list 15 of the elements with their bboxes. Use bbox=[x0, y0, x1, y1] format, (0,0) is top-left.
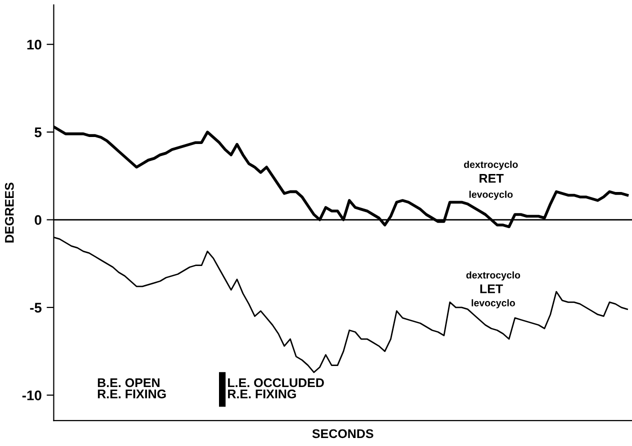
y-tick-label: -5 bbox=[30, 302, 42, 313]
y-tick-label: 0 bbox=[34, 215, 42, 225]
annotation: dextrocyclo bbox=[466, 271, 520, 280]
annotation: dextrocyclo bbox=[464, 160, 518, 170]
annotation: B.E. OPEN R.E. FIXING bbox=[98, 378, 166, 398]
annotation: levocyclo bbox=[469, 190, 513, 200]
x-axis-title: SECONDS bbox=[312, 429, 374, 438]
annotation: L.E. OCCLUDED R.E. FIXING bbox=[228, 378, 324, 398]
y-tick-label: 10 bbox=[27, 40, 42, 50]
annotation: levocyclo bbox=[472, 299, 515, 308]
y-axis-title: DEGREES bbox=[4, 182, 14, 242]
series-label: LET bbox=[480, 284, 503, 294]
y-tick-label: 5 bbox=[34, 128, 42, 138]
series-label: RET bbox=[480, 174, 504, 183]
y-tick-label: -10 bbox=[22, 390, 42, 400]
